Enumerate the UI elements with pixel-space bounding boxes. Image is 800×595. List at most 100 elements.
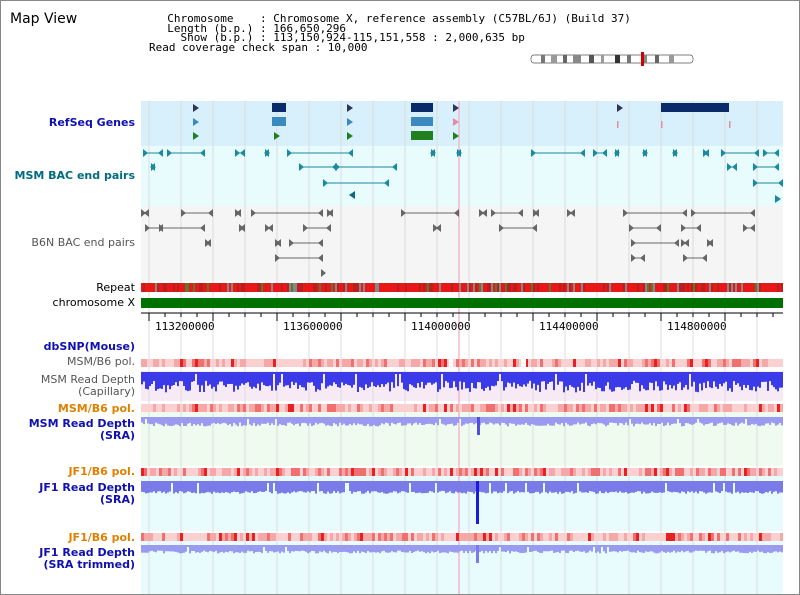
repeat-segment [601,283,603,292]
gene-tick [617,121,619,128]
msm-sra-depth-bar [475,417,477,424]
msm-b6-pol2-track-cell [384,404,387,412]
msm-capillary-depth-bar [195,372,197,374]
jf1-sra-depth-bar [275,481,277,492]
msm-b6-pol2-track-cell [420,404,423,412]
repeat-segment [607,283,609,292]
msm-b6-pol2-track-cell [750,404,753,412]
msm-b6-pol-track-cell [243,359,246,367]
msm-b6-pol-track-cell [342,359,345,367]
msm-capillary-depth-bar [563,372,565,393]
jf1-b6-pol2-track-cell [144,533,147,541]
jf1-sra-depth-bar [267,481,269,483]
jf1-b6-pol-track-cell [588,468,591,476]
msm-b6-pol2-track-cell [453,404,456,412]
jf1-sra-depth-bar [383,481,385,494]
msm-b6-pol2-track-cell [213,404,216,412]
jf1-b6-pol-track-cell [639,468,642,476]
chromosome-ideogram[interactable] [529,52,699,66]
repeat-segment [237,283,239,292]
jf1-b6-pol-track-cell [567,468,570,476]
msm-sra-depth-bar [265,417,267,424]
msm-capillary-depth-bar [409,372,411,385]
repeat-segment [643,283,645,292]
msm-b6-pol2-track-cell [267,404,270,412]
track-label-chromosome: chromosome X [52,296,135,309]
msm-capillary-depth-bar [413,372,415,388]
msm-capillary-depth-bar [295,372,297,383]
jf1-trim-depth-bar [609,545,611,552]
jf1-b6-pol2-track-cell [552,533,555,541]
msm-b6-pol-track-cell [150,359,153,367]
b6n-bac-pair-end [200,224,205,232]
msm-capillary-depth-bar [667,372,669,390]
jf1-trim-depth-bar [415,545,417,552]
msm-b6-pol-track-cell [735,359,738,367]
msm-capillary-depth-bar [289,372,291,389]
header-space [141,81,783,101]
jf1-trim-depth-bar [167,545,169,552]
jf1-sra-depth-bar [669,481,671,492]
msm-b6-pol2-track-cell [774,404,777,412]
jf1-sra-depth-bar [185,481,187,493]
jf1-sra-depth-bar [463,481,465,493]
jf1-b6-pol2-track-cell [378,533,381,541]
b6n-bac-pair-end [276,239,281,247]
msm-capillary-depth-bar [637,372,639,383]
jf1-sra-depth-bar [435,481,437,483]
jf1-sra-depth-bar [159,481,161,492]
msm-capillary-depth-bar [523,372,525,385]
b6n-bac-pair-end [743,224,748,232]
msm-capillary-depth-bar [285,372,287,386]
jf1-b6-pol2-track-cell [258,533,261,541]
msm-sra-depth-bar [415,417,417,423]
jf1-sra-depth-bar [445,481,447,494]
msm-b6-pol2-track-cell [150,404,153,412]
jf1-b6-pol-track-cell [180,468,183,476]
jf1-trim-depth-bar [493,545,495,552]
msm-sra-depth-bar [729,417,731,425]
msm-capillary-depth-bar [317,372,319,390]
msm-b6-pol-track-cell [348,359,351,367]
msm-sra-depth-bar [451,417,453,424]
jf1-sra-depth-bar [657,481,659,493]
jf1-sra-depth-bar [485,481,487,494]
msm-b6-pol2-track-cell [588,404,591,412]
msm-capillary-depth-bar [459,372,461,382]
jf1-b6-pol2-track-cell [345,533,348,541]
jf1-sra-depth-bar [425,481,427,494]
jf1-b6-pol2-track-cell [141,533,144,541]
repeat-segment [513,283,515,292]
jf1-trim-depth-bar [341,545,343,553]
msm-sra-depth-bar [163,417,165,427]
msm-sra-depth-bar [203,417,205,427]
jf1-sra-depth-bar [309,481,311,493]
b6n-bac-pair-end [629,224,634,232]
msm-b6-pol-track-cell [411,359,414,367]
msm-capillary-depth-bar [497,372,499,382]
msm-sra-depth-bar [301,417,303,424]
genome-track-canvas[interactable]: 113200000 113600000 114000000 114400000 1148… [141,81,783,594]
jf1-b6-pol2-track-cell [303,533,306,541]
msm-capillary-depth-bar [695,372,697,392]
repeat-segment [559,283,561,292]
msm-capillary-depth-bar [205,372,207,381]
jf1-b6-pol2-track-cell [165,533,168,541]
msm-b6-pol2-track-cell [462,404,465,412]
jf1-b6-pol2-track-cell [621,533,624,541]
msm-capillary-depth-bar [465,372,467,389]
jf1-trim-depth-bar [385,545,387,553]
jf1-trim-depth-bar [495,545,497,554]
jf1-sra-depth-bar [203,481,205,494]
msm-b6-pol2-track-cell [744,404,747,412]
jf1-b6-pol2-track-cell [561,533,564,541]
jf1-b6-pol-track-cell [207,468,210,476]
jf1-b6-pol-track-cell [294,468,297,476]
jf1-sra-depth-bar [593,481,595,492]
jf1-trim-depth-bar [343,545,345,552]
msm-b6-pol2-track-cell [390,404,393,412]
jf1-b6-pol2-track-cell [648,533,651,541]
msm-b6-pol-track-cell [189,359,192,367]
msm-sra-depth-bar [551,417,553,426]
jf1-b6-pol-track-cell [351,468,354,476]
